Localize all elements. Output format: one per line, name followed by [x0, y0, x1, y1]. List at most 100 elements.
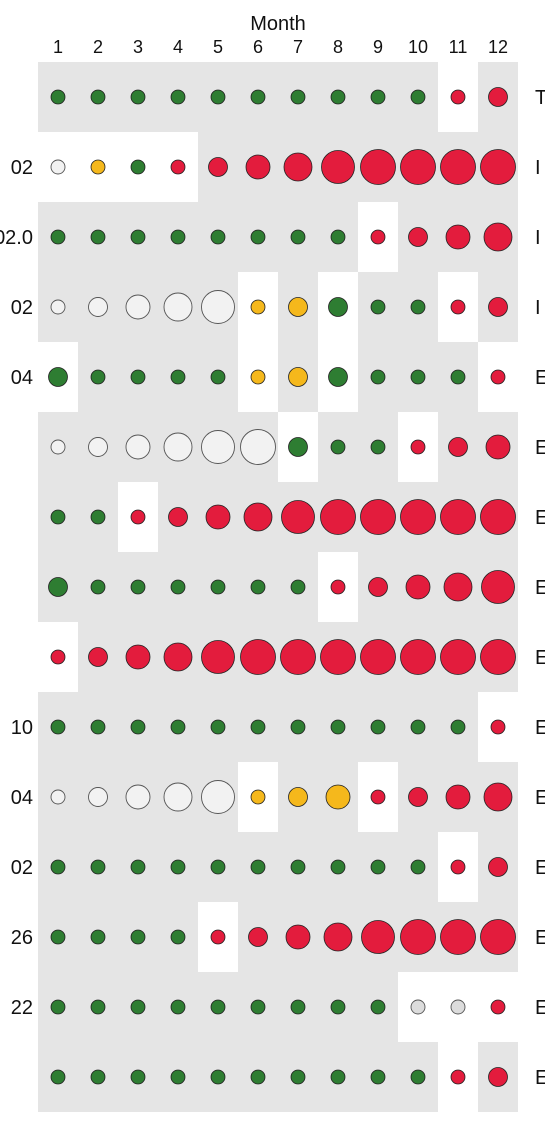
bubble: [250, 579, 266, 595]
bubble: [130, 929, 146, 945]
row-label-right: E: [535, 787, 545, 809]
bubble: [320, 499, 356, 535]
bubble: [490, 369, 506, 385]
bubble: [50, 929, 66, 945]
bubble: [360, 639, 396, 675]
bubble: [130, 229, 146, 245]
x-tick-label: 2: [93, 37, 103, 57]
x-tick-label: 8: [333, 37, 343, 57]
bubble: [50, 89, 66, 105]
bubble: [480, 149, 516, 185]
bubble: [290, 229, 306, 245]
bubble: [240, 639, 276, 675]
bubble: [90, 369, 106, 385]
bubble: [50, 719, 66, 735]
bubble: [321, 150, 355, 184]
bubble: [330, 1069, 346, 1085]
bubble: [410, 1069, 426, 1085]
bubble: [88, 647, 108, 667]
bubble: [163, 782, 193, 812]
bubble: [450, 299, 466, 315]
bubble: [50, 999, 66, 1015]
bubble: [248, 927, 268, 947]
bubble: [90, 859, 106, 875]
x-axis-title: Month: [250, 13, 306, 35]
bubble: [170, 1069, 186, 1085]
bubble: [210, 929, 226, 945]
bubble: [370, 439, 386, 455]
bubble: [410, 89, 426, 105]
row-label-right: E: [535, 647, 545, 669]
row-label-right: E: [535, 927, 545, 949]
bubble: [288, 297, 308, 317]
bubble: [405, 574, 431, 600]
bubble: [208, 157, 228, 177]
bubble: [480, 639, 516, 675]
bubble: [445, 784, 471, 810]
bubble: [370, 89, 386, 105]
bubble: [410, 299, 426, 315]
bubble: [488, 87, 508, 107]
x-tick-label: 10: [408, 37, 428, 57]
bubble: [483, 222, 513, 252]
bubble: [290, 579, 306, 595]
bubble: [408, 787, 428, 807]
row-labels-right: T I I I E E E E E E E E E E E: [535, 87, 545, 1089]
bubble: [130, 719, 146, 735]
bubble: [50, 299, 66, 315]
row-label-right: E: [535, 717, 545, 739]
bubble: [370, 719, 386, 735]
row-label-left: 02: [11, 157, 33, 179]
bubble: [50, 649, 66, 665]
bubble: [280, 639, 316, 675]
bubble: [210, 89, 226, 105]
row-label-right: E: [535, 857, 545, 879]
bubble: [201, 290, 235, 324]
highlight-cells: [38, 62, 518, 1112]
bubble: [130, 579, 146, 595]
bubble: [450, 1069, 466, 1085]
bubble: [410, 999, 426, 1015]
bubble: [210, 579, 226, 595]
bubble: [330, 719, 346, 735]
bubble: [440, 919, 476, 955]
bubble: [320, 639, 356, 675]
bubble: [130, 509, 146, 525]
bubble: [90, 999, 106, 1015]
bubble: [330, 579, 346, 595]
bubble: [488, 297, 508, 317]
bubble: [201, 430, 235, 464]
bubble: [125, 784, 151, 810]
bubble: [410, 369, 426, 385]
bubble: [50, 1069, 66, 1085]
bubble: [170, 369, 186, 385]
row-label-left: 26: [11, 927, 33, 949]
bubble: [88, 437, 108, 457]
bubble: [210, 1069, 226, 1085]
bubble: [481, 570, 515, 604]
bubble: [450, 369, 466, 385]
bubble: [205, 504, 231, 530]
bubble: [90, 509, 106, 525]
bubble: [370, 299, 386, 315]
bubble: [170, 859, 186, 875]
bubble: [440, 499, 476, 535]
bubble: [370, 789, 386, 805]
bubble: [285, 924, 311, 950]
bubble: [410, 439, 426, 455]
bubble: [163, 642, 193, 672]
row-label-left: 02.0: [0, 227, 33, 249]
bubble: [330, 859, 346, 875]
bubble: [170, 929, 186, 945]
bubble: [50, 509, 66, 525]
bubble: [130, 159, 146, 175]
row-label-left: 02: [11, 297, 33, 319]
bubble: [90, 89, 106, 105]
bubble: [445, 224, 471, 250]
bubble: [290, 1069, 306, 1085]
bubble: [90, 159, 106, 175]
bubble: [450, 859, 466, 875]
x-tick-label: 12: [488, 37, 508, 57]
bubble: [50, 859, 66, 875]
bubble: [90, 229, 106, 245]
